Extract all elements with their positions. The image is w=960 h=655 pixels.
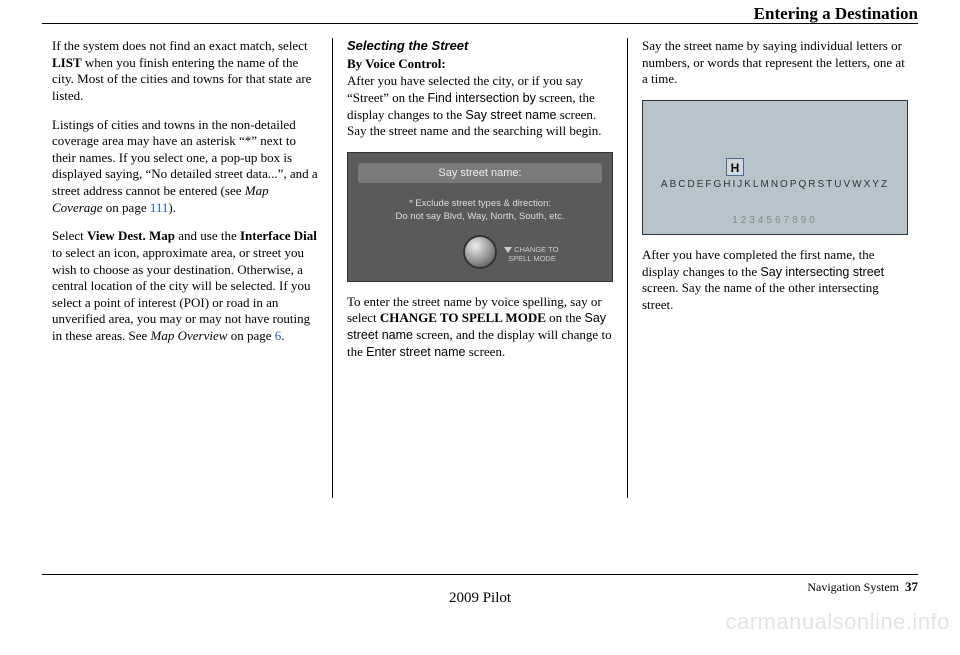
- ss1-line2: Do not say Blvd, Way, North, South, etc.: [396, 211, 565, 222]
- text: when you finish entering the name of the…: [52, 55, 311, 103]
- page-header-title: Entering a Destination: [754, 4, 918, 24]
- enter-street-name-screenshot: Enter street name: ▲ LIST HITS 114120 _ …: [642, 100, 908, 235]
- footer-right: Navigation System 37: [807, 579, 918, 595]
- column-divider-2: [627, 38, 628, 498]
- ss2-highlight-h: H: [726, 158, 744, 176]
- column-2: Selecting the Street By Voice Control: A…: [347, 38, 613, 560]
- watermark: carmanualsonline.info: [725, 609, 950, 635]
- page-link-111[interactable]: 111: [150, 200, 169, 215]
- ss1-change-to: CHANGE TO SPELL MODE: [504, 246, 558, 263]
- text: on page: [103, 200, 150, 215]
- triangle-down-icon: [504, 247, 512, 253]
- dial-button-icon: [463, 235, 497, 269]
- change-to-spell-bold: CHANGE TO SPELL MODE: [380, 310, 546, 325]
- text: If the system does not find an exact mat…: [52, 38, 308, 53]
- text: and use the: [175, 228, 240, 243]
- find-intersection-sans: Find intersection by: [428, 91, 536, 105]
- col1-para1: If the system does not find an exact mat…: [52, 38, 318, 105]
- text: Select: [52, 228, 87, 243]
- interface-dial-bold: Interface Dial: [240, 228, 317, 243]
- text: screen.: [466, 344, 506, 359]
- text: .: [281, 328, 284, 343]
- column-divider-1: [332, 38, 333, 498]
- text: on page: [227, 328, 274, 343]
- ss1-change2: SPELL MODE: [508, 254, 556, 263]
- text: screen. Say the name of the other inters…: [642, 280, 879, 312]
- col2-para2: To enter the street name by voice spelli…: [347, 294, 613, 361]
- column-1: If the system does not find an exact mat…: [52, 38, 318, 560]
- footer-label: Navigation System: [807, 580, 899, 594]
- col2-para1: After you have selected the city, or if …: [347, 73, 613, 140]
- ss1-title: Say street name:: [358, 163, 602, 183]
- ss2-numbers: 1234567890: [643, 215, 907, 228]
- content-area: If the system does not find an exact mat…: [52, 38, 908, 560]
- ss1-line1: * Exclude street types & direction:: [409, 198, 551, 209]
- ss2-letters: ABCDEFGHIJKLMNOPQRSTUVWXYZ: [643, 179, 907, 192]
- say-street-name-sans: Say street name: [465, 108, 556, 122]
- by-voice-control-sub: By Voice Control:: [347, 56, 613, 73]
- text: Listings of cities and towns in the non-…: [52, 117, 318, 199]
- say-intersecting-sans: Say intersecting street: [760, 265, 884, 279]
- text: on the: [546, 310, 585, 325]
- ss1-subtext: * Exclude street types & direction: Do n…: [348, 197, 612, 224]
- col3-para2: After you have completed the first name,…: [642, 247, 908, 314]
- list-bold: LIST: [52, 55, 82, 70]
- text: ).: [168, 200, 176, 215]
- view-dest-map-bold: View Dest. Map: [87, 228, 175, 243]
- enter-street-name-sans: Enter street name: [366, 345, 465, 359]
- say-street-name-screenshot: Say street name: * Exclude street types …: [347, 152, 613, 282]
- footer-page-number: 37: [905, 579, 918, 594]
- col1-para3: Select View Dest. Map and use the Interf…: [52, 228, 318, 344]
- col3-para1: Say the street name by saying individual…: [642, 38, 908, 88]
- col1-para2: Listings of cities and towns in the non-…: [52, 117, 318, 217]
- selecting-street-heading: Selecting the Street: [347, 38, 613, 55]
- map-overview-italic: Map Overview: [151, 328, 228, 343]
- column-3: Say the street name by saying individual…: [642, 38, 908, 560]
